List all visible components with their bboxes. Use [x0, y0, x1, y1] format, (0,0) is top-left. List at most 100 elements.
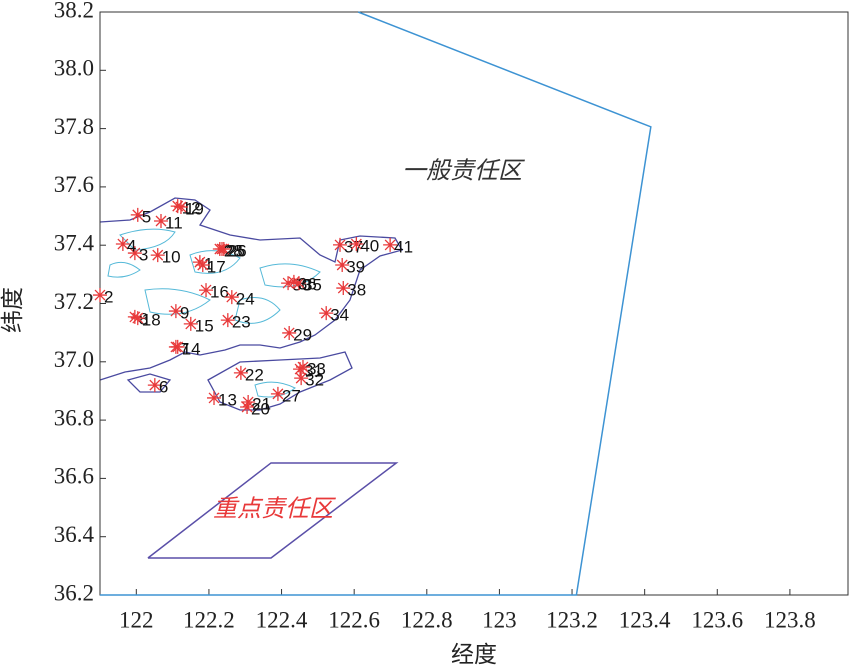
station-marker — [335, 258, 350, 273]
station-label: 13 — [218, 390, 237, 409]
station-label: 4 — [127, 237, 136, 256]
station-marker — [291, 276, 306, 291]
y-tick-label: 37.8 — [54, 114, 94, 139]
y-axis-label: 纬度 — [0, 287, 26, 333]
station-marker — [130, 207, 145, 222]
station-marker — [93, 288, 107, 303]
y-tick-label: 38.0 — [54, 56, 94, 81]
station-marker — [127, 309, 142, 324]
station-marker — [173, 200, 188, 215]
station-label: 21 — [252, 395, 271, 414]
station-label: 12 — [182, 199, 201, 218]
station-marker — [170, 199, 185, 214]
station-marker — [295, 360, 310, 375]
y-tick-label: 37.4 — [54, 230, 95, 255]
station-marker — [333, 237, 348, 252]
station-label: 24 — [236, 290, 255, 309]
station-label: 1 — [204, 255, 213, 274]
station-marker — [127, 246, 142, 261]
x-tick-label: 123.4 — [619, 607, 671, 632]
station-marker — [270, 386, 285, 401]
x-axis-label: 经度 — [451, 642, 497, 668]
station-label: 18 — [142, 311, 161, 330]
zone-label: 一般责任区 — [402, 157, 525, 185]
station-marker — [168, 304, 183, 319]
x-tick-label: 122.8 — [401, 607, 453, 632]
station-label: 14 — [182, 339, 201, 358]
station-marker — [224, 290, 239, 305]
station-label: 38 — [347, 281, 366, 300]
station-marker — [170, 339, 185, 354]
station-marker — [183, 316, 198, 331]
station-label: 6 — [159, 378, 168, 397]
station-marker — [241, 395, 256, 410]
station-label: 5 — [142, 207, 151, 226]
station-marker — [220, 313, 235, 328]
station-label: 7 — [180, 339, 189, 358]
y-tick-label: 37.0 — [54, 347, 94, 372]
station-label: 26 — [228, 241, 247, 260]
zone-boundary — [100, 11, 652, 596]
y-tick-label: 36.6 — [54, 464, 94, 489]
station-label: 11 — [165, 213, 183, 232]
contours — [107, 228, 321, 398]
zone-boundary — [147, 462, 399, 559]
station-label: 40 — [360, 237, 379, 256]
station-marker — [294, 371, 309, 386]
y-tick-label: 38.2 — [54, 0, 94, 22]
station-label: 29 — [293, 325, 312, 344]
x-tick-label: 123.2 — [546, 607, 598, 632]
station-label: 9 — [180, 304, 189, 323]
station-label: 31 — [304, 362, 323, 381]
station-label: 27 — [282, 386, 301, 405]
station-label: 36 — [298, 274, 317, 293]
station-label: 10 — [162, 248, 181, 267]
station-marker — [349, 237, 364, 252]
x-tick-label: 122.2 — [183, 607, 235, 632]
station-label: 39 — [346, 258, 365, 277]
station-marker — [286, 274, 301, 289]
x-tick-label: 123.8 — [764, 607, 816, 632]
station-marker — [383, 237, 398, 252]
station-marker — [212, 241, 227, 256]
station-label: 19 — [185, 199, 204, 218]
station-marker — [150, 248, 165, 263]
station-label: 33 — [307, 360, 326, 379]
station-marker — [336, 281, 351, 296]
station-label: 20 — [251, 399, 270, 418]
x-tick-label: 122 — [119, 607, 154, 632]
station-label: 17 — [207, 258, 226, 277]
coastline — [99, 197, 403, 411]
station-marker — [199, 283, 214, 298]
station-label: 25 — [226, 241, 245, 260]
x-tick-label: 123 — [482, 607, 517, 632]
station-marker — [233, 365, 248, 380]
x-tick-label: 123.6 — [691, 607, 743, 632]
station-label: 8 — [139, 309, 148, 328]
station-label: 2 — [104, 288, 113, 307]
station-marker — [281, 276, 296, 291]
station-label: 34 — [330, 306, 349, 325]
station-label: 28 — [224, 241, 243, 260]
station-marker — [130, 311, 145, 326]
zone-label: 重点责任区 — [213, 495, 336, 523]
station-label: 23 — [232, 313, 251, 332]
station-marker — [319, 306, 334, 321]
station-label: 16 — [210, 283, 229, 302]
x-tick-label: 122.6 — [328, 607, 380, 632]
station-label: 15 — [195, 316, 214, 335]
station-marker — [115, 237, 130, 252]
station-label: 35 — [303, 276, 322, 295]
station-label: 22 — [245, 365, 264, 384]
y-tick-label: 37.2 — [54, 289, 94, 314]
y-tick-label: 36.4 — [54, 522, 95, 547]
y-tick-label: 37.6 — [54, 172, 94, 197]
station-label: 41 — [394, 237, 413, 256]
x-tick-label: 122.4 — [256, 607, 308, 632]
station-marker — [154, 214, 169, 229]
y-tick-label: 36.2 — [54, 580, 94, 605]
station-marker — [195, 258, 210, 273]
station-marker — [282, 325, 297, 340]
station-marker — [240, 399, 255, 414]
